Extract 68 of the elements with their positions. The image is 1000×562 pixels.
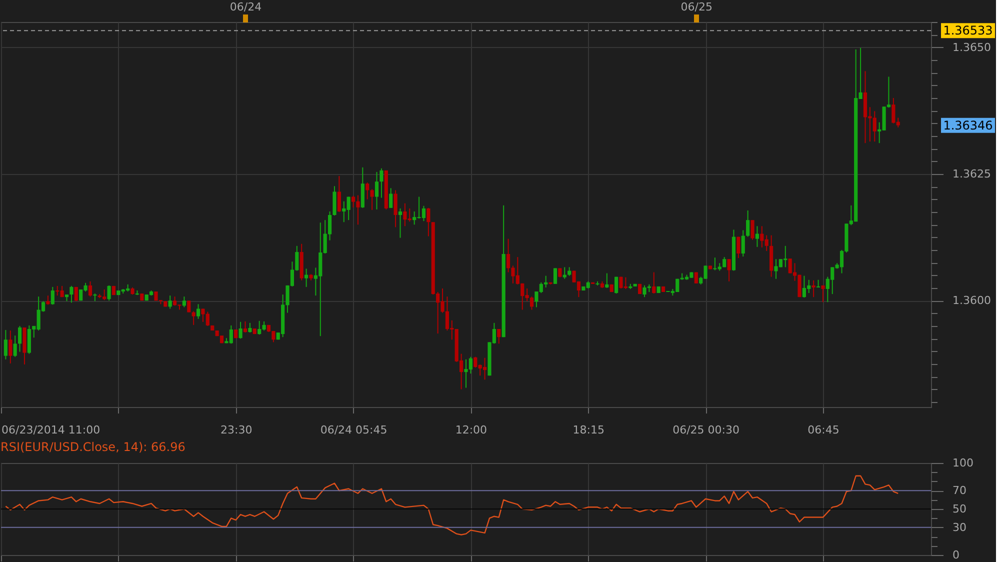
candlestick	[332, 186, 336, 216]
x-tick-label: 06:45	[808, 424, 840, 436]
candlestick	[750, 220, 754, 240]
candlestick	[727, 258, 731, 282]
candlestick	[741, 230, 745, 258]
x-tick-label: 06/24 05:45	[320, 424, 388, 436]
line-series	[5, 475, 899, 536]
candlestick	[192, 310, 196, 326]
candlestick	[755, 226, 760, 248]
candlestick	[394, 190, 398, 228]
text: 1.36346	[943, 118, 993, 132]
candlestick	[652, 272, 656, 294]
candlestick	[380, 168, 384, 198]
candlestick	[812, 280, 816, 298]
candlestick	[88, 280, 92, 298]
candlestick	[74, 286, 78, 302]
candlestick	[398, 208, 402, 238]
candlestick	[107, 284, 111, 302]
candlestick	[614, 276, 618, 294]
y-tick-label: 1.3625	[952, 167, 991, 180]
x-tick-label: 18:15	[572, 424, 604, 436]
y-tick-label: 50	[952, 502, 966, 516]
y-tick-label: 100	[952, 456, 974, 470]
candlestick	[482, 357, 487, 380]
candlestick	[821, 284, 825, 303]
chart-title: RSI(EUR/USD.Close, 14): 66.96	[0, 440, 186, 454]
candlestick	[187, 300, 191, 313]
candlestick	[605, 272, 609, 288]
candlestick	[530, 296, 534, 310]
candlestick	[46, 295, 50, 306]
candlestick	[746, 210, 750, 238]
candlestick	[13, 335, 17, 358]
candlestick	[562, 266, 566, 280]
candlestick	[558, 268, 562, 278]
candlestick	[497, 328, 501, 344]
candlestick	[374, 171, 379, 210]
candlestick	[243, 320, 248, 334]
candlestick	[50, 286, 54, 306]
y-tick-label: 30	[952, 520, 966, 534]
x-tick-label: 06/25 00:30	[672, 424, 740, 436]
x-tick-label: 12:00	[455, 424, 488, 436]
y-tick-label: 1.3600	[952, 294, 991, 308]
candlestick	[18, 325, 22, 352]
candlestick	[736, 236, 740, 259]
y-tick-label: 0	[952, 548, 960, 562]
x2-tick-label: 06/25	[680, 0, 713, 14]
candlestick	[182, 296, 186, 308]
candlestick	[370, 188, 374, 210]
candlestick	[8, 330, 12, 364]
candlestick	[70, 285, 74, 304]
ref-line-label: 1.36533	[943, 24, 993, 38]
candlestick	[553, 268, 558, 284]
candlestick	[304, 268, 308, 288]
y-tick-label: 70	[952, 484, 966, 498]
candlestick	[366, 182, 370, 200]
candlestick	[4, 330, 8, 360]
x-tick-label: 06/23/2014 11:00	[2, 424, 100, 436]
candlestick	[337, 176, 341, 212]
x-tick-label: 23:30	[220, 424, 252, 436]
candlestick	[426, 207, 430, 237]
candlestick	[238, 321, 242, 340]
x2-tick-label: 06/24	[230, 0, 262, 14]
candlestick	[360, 166, 364, 208]
candlestick	[248, 322, 252, 334]
candlestick	[168, 295, 172, 310]
y-tick-label: 1.3650	[952, 40, 991, 54]
candlestick	[196, 304, 200, 320]
candlestick	[389, 188, 393, 208]
